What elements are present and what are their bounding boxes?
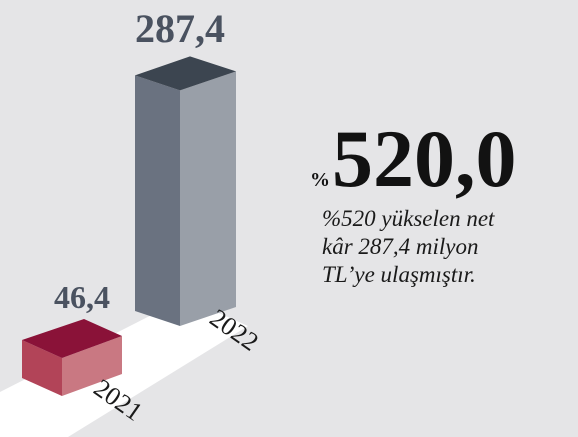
floor-strip	[0, 298, 248, 437]
bar-top	[135, 56, 236, 91]
caption-line: %520 yükselen net	[322, 206, 495, 231]
bar-front	[135, 75, 180, 326]
caption-line: TL’ye ulaşmıştır.	[322, 262, 476, 287]
bar-top	[22, 318, 122, 358]
bar-side	[180, 71, 236, 326]
bar-front	[22, 339, 62, 396]
highlight-value: 520,0	[332, 113, 517, 204]
bar-side	[62, 335, 122, 396]
caption-line: kâr 287,4 milyon	[322, 234, 479, 259]
caption: %520 yükselen net kâr 287,4 milyon TL’ye u…	[322, 206, 495, 287]
value-label: 287,4	[135, 6, 225, 51]
value-label: 46,4	[54, 279, 110, 315]
highlight-unit: %	[310, 169, 330, 191]
